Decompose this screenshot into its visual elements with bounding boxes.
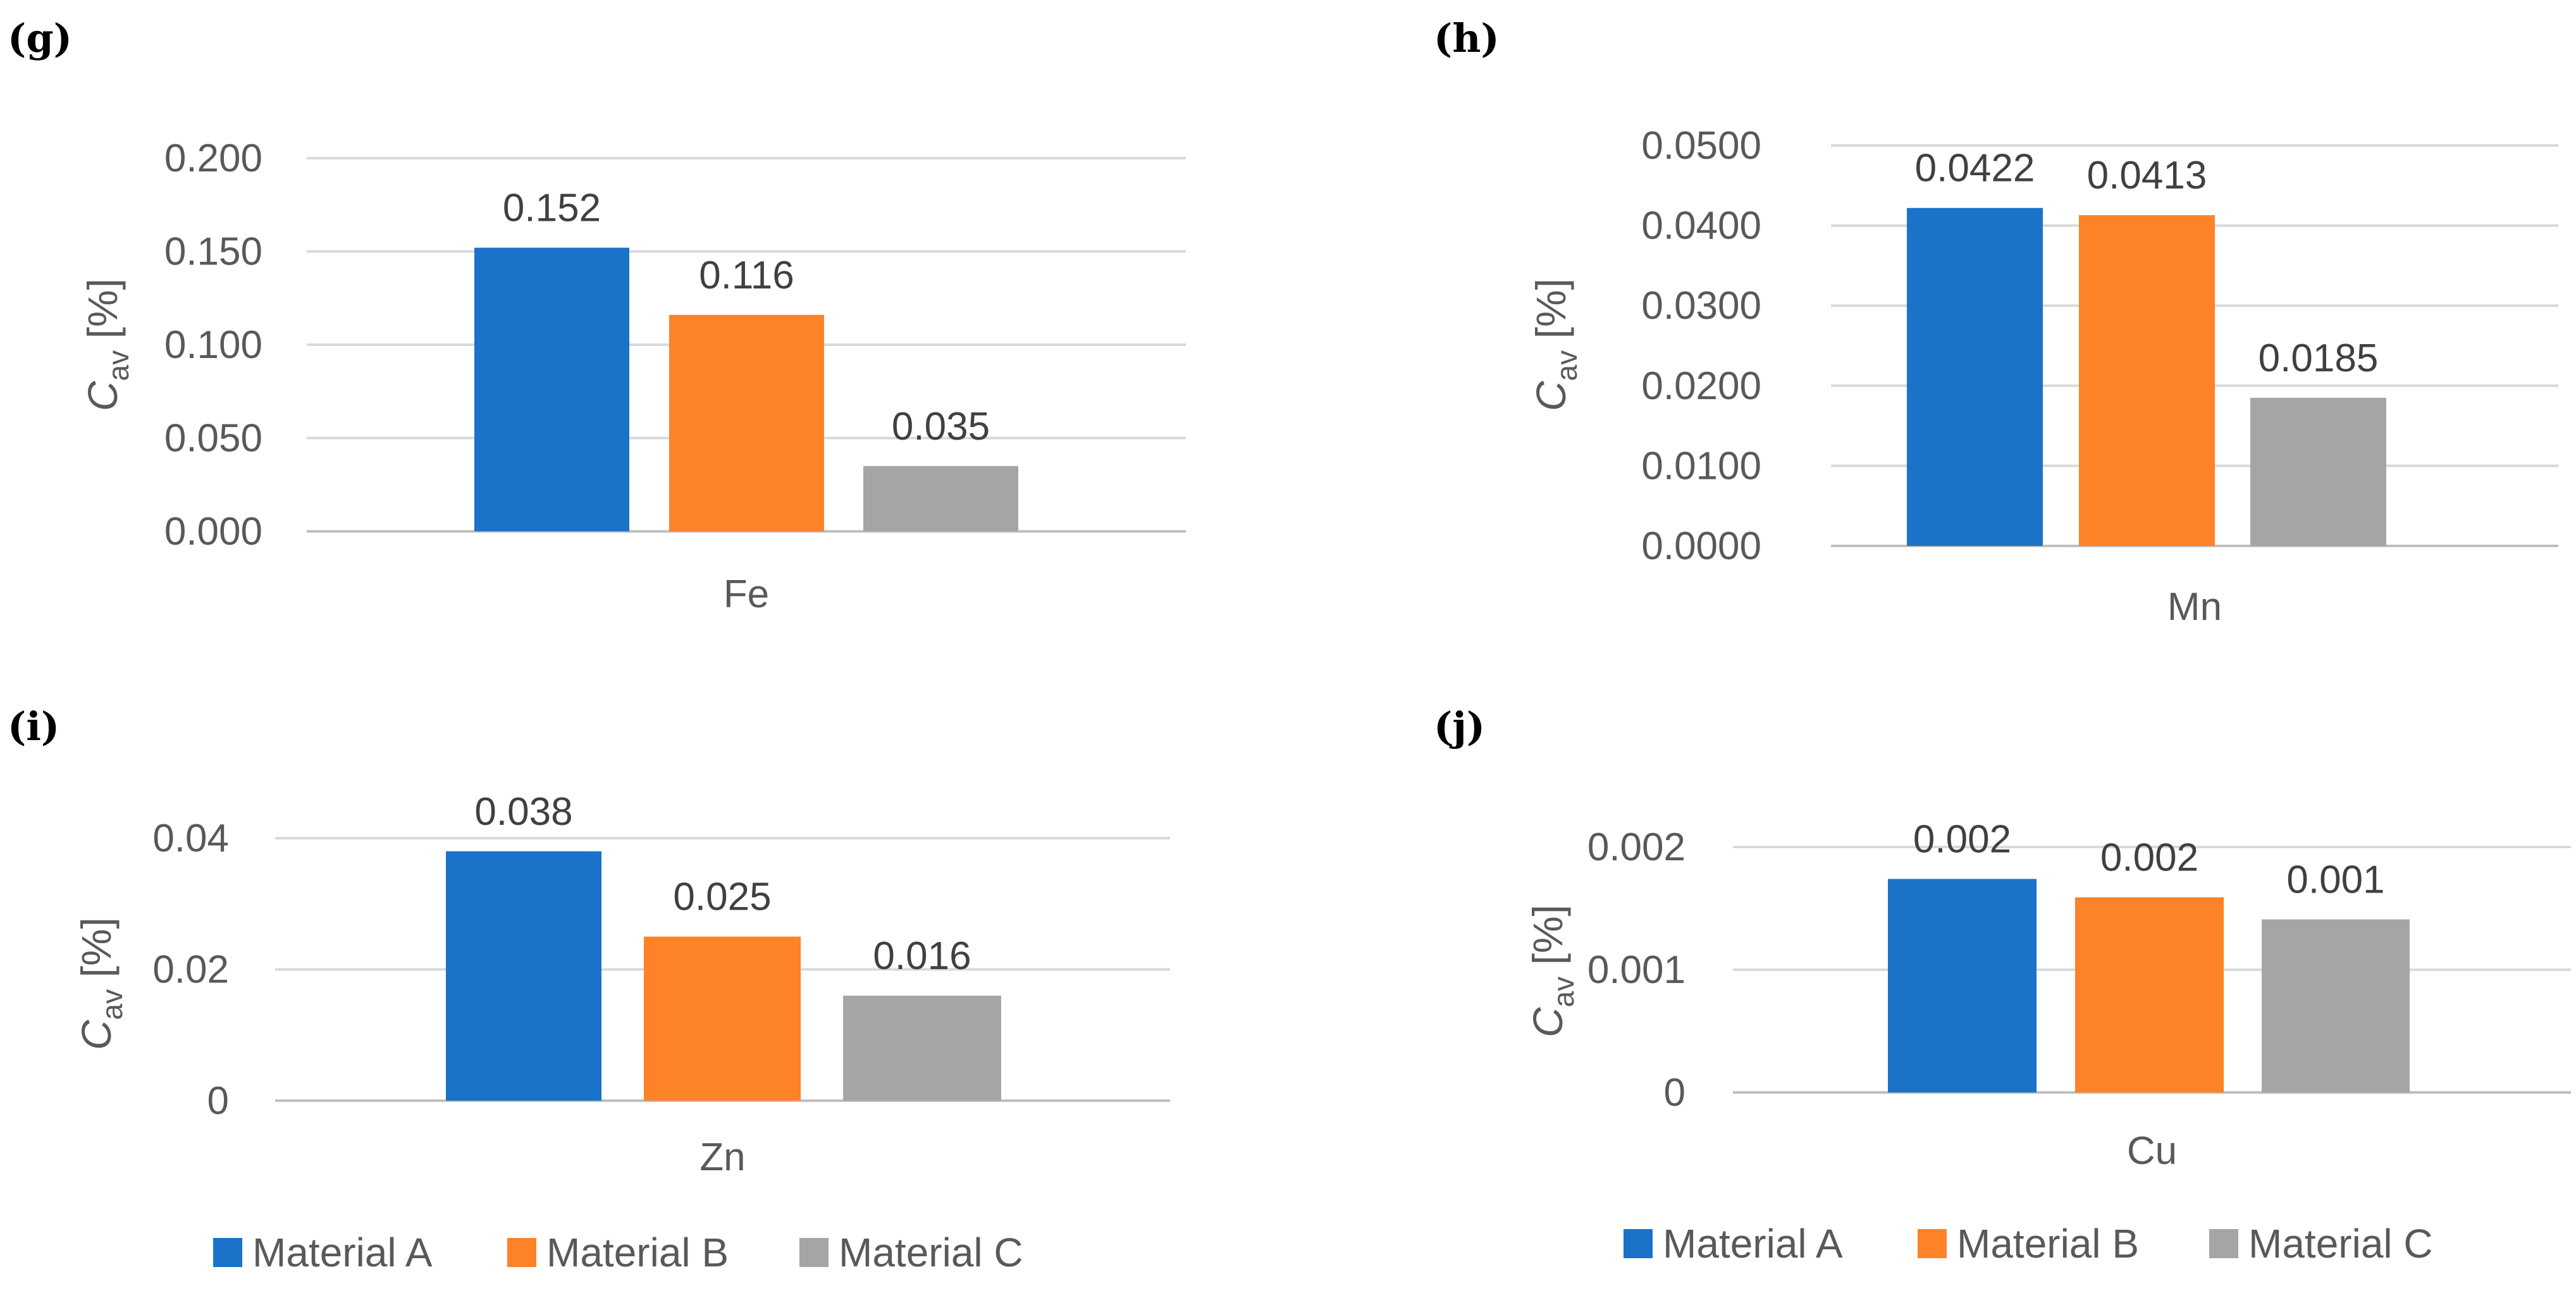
legend-swatch <box>507 1238 536 1267</box>
bar-material-b <box>644 936 801 1101</box>
panel-label: (j) <box>1434 703 1485 750</box>
y-tick-label: 0.02 <box>152 948 229 992</box>
bar-material-a <box>474 247 629 531</box>
y-tick-label: 0 <box>207 1079 229 1123</box>
chart-panel-zn: (i) 0 0.02 0.04 0.038 0.025 0.016 Zn Cav [%] <box>8 703 1170 1179</box>
data-label: 0.038 <box>474 790 572 834</box>
chart-panel-cu: (j) 0 0.001 0.002 0.002 0.002 0.001 Cu Cav [%] <box>1434 703 2571 1173</box>
data-label: 0.002 <box>1913 817 2011 861</box>
data-label: 0.016 <box>873 934 971 978</box>
y-tick-label: 0.150 <box>164 230 262 274</box>
panel-label: (h) <box>1434 15 1500 61</box>
data-label: 0.035 <box>892 405 990 448</box>
bar-material-b <box>2079 215 2215 547</box>
data-label: 0.0422 <box>1915 147 2035 190</box>
bar-material-b <box>669 314 824 531</box>
chart-panel-mn: (h) 0.0000 0.0100 0.0200 0.0300 0.0400 0.0500 0… <box>1434 15 2558 629</box>
legend-label: Material B <box>1957 1221 2139 1266</box>
y-tick-label: 0.0100 <box>1641 444 1761 488</box>
data-label: 0.152 <box>503 187 601 230</box>
y-tick-label: 0.0200 <box>1641 364 1761 408</box>
data-label: 0.0185 <box>2259 337 2379 380</box>
bar-material-c <box>843 996 1001 1101</box>
y-tick-label: 0.04 <box>152 817 229 860</box>
y-axis-title: Cav [%] <box>79 278 135 411</box>
y-tick-label: 0.001 <box>1587 948 1685 992</box>
data-label: 0.001 <box>2286 858 2384 901</box>
bar-material-a <box>1907 207 2043 546</box>
data-label: 0.002 <box>2100 836 2198 880</box>
legend-swatch <box>213 1238 242 1267</box>
legend-label: Material B <box>546 1230 729 1275</box>
y-tick-label: 0.0000 <box>1641 524 1761 568</box>
y-tick-label: 0.002 <box>1587 826 1685 869</box>
legend-swatch <box>1918 1229 1947 1258</box>
y-tick-label: 0.000 <box>164 510 262 554</box>
y-tick-label: 0.050 <box>164 417 262 461</box>
bar-material-c <box>863 466 1018 531</box>
legend-label: Material A <box>252 1230 433 1275</box>
data-label: 0.116 <box>699 254 794 297</box>
y-axis-title: Cav [%] <box>1524 905 1580 1037</box>
legend: Material A Material B Material C <box>213 1230 1023 1275</box>
legend: Material A Material B Material C <box>1624 1221 2433 1266</box>
y-tick-label: 0.0400 <box>1641 204 1761 248</box>
data-label: 0.0413 <box>2087 154 2207 197</box>
x-category-label: Zn <box>699 1135 745 1179</box>
y-tick-label: 0.0500 <box>1641 124 1761 168</box>
legend-label: Material C <box>839 1230 1023 1275</box>
x-category-label: Mn <box>2167 585 2222 629</box>
x-category-label: Cu <box>2127 1129 2177 1173</box>
legend-swatch <box>799 1238 829 1267</box>
bar-material-c <box>2250 397 2386 546</box>
legend-swatch <box>1624 1229 1653 1258</box>
y-tick-label: 0.0300 <box>1641 284 1761 328</box>
data-label: 0.025 <box>673 875 771 919</box>
bar-material-a <box>1888 879 2037 1092</box>
panel-label: (i) <box>8 703 59 750</box>
legend-label: Material A <box>1663 1221 1843 1266</box>
legend-label: Material C <box>2248 1221 2433 1266</box>
legend-swatch <box>2209 1229 2238 1258</box>
x-category-label: Fe <box>724 572 769 616</box>
bar-material-a <box>446 851 601 1101</box>
y-axis-title: Cav [%] <box>73 917 128 1050</box>
bar-material-b <box>2075 897 2224 1092</box>
y-tick-label: 0.200 <box>164 137 262 180</box>
y-tick-label: 0.100 <box>164 323 262 367</box>
chart-panel-fe: (g) 0.000 0.050 0.100 0.150 0.200 0.152 0.116 0.… <box>8 15 1186 616</box>
y-axis-title: Cav [%] <box>1527 278 1583 411</box>
bar-material-c <box>2262 919 2410 1092</box>
y-tick-label: 0 <box>1664 1071 1685 1115</box>
panel-label: (g) <box>8 15 72 61</box>
